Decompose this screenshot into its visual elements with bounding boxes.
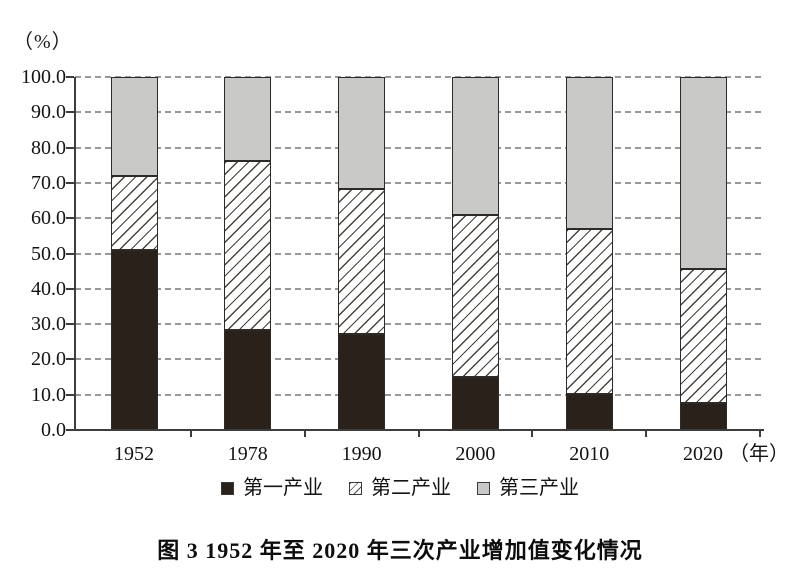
gridline-80 xyxy=(75,146,764,149)
bar-2020-secondary-segment xyxy=(679,269,727,403)
bar-1952-primary-segment xyxy=(110,249,158,430)
bar-1978-primary-segment xyxy=(224,330,272,430)
y-tick-60 xyxy=(66,217,74,220)
gridline-60 xyxy=(75,217,764,220)
x-tick-6 xyxy=(758,430,761,437)
gridline-20 xyxy=(75,358,764,361)
y-tick-label-70: 70.0 xyxy=(31,171,66,194)
bar-2010-secondary-segment xyxy=(565,229,613,395)
bar-1978-secondary-segment xyxy=(224,161,272,331)
y-tick-label-40: 40.0 xyxy=(31,277,66,300)
bar-2000-tertiary-segment xyxy=(451,77,499,215)
gridline-50 xyxy=(75,252,764,255)
x-tick-3 xyxy=(417,430,420,437)
y-tick-50 xyxy=(66,252,74,255)
x-tick-label-2000: 2000 xyxy=(455,443,496,465)
bar-1990-secondary-segment xyxy=(338,188,386,335)
gridline-70 xyxy=(75,181,764,184)
y-tick-20 xyxy=(66,358,74,361)
bar-2000-primary-segment xyxy=(451,376,499,430)
x-tick-label-1990: 1990 xyxy=(341,443,382,465)
legend-swatch-primary-industry xyxy=(221,481,234,495)
x-tick-4 xyxy=(531,430,534,437)
legend-label-secondary-industry: 第二产业 xyxy=(371,477,451,499)
y-tick-30 xyxy=(66,323,74,326)
y-tick-label-0: 0.0 xyxy=(41,419,66,441)
y-tick-80 xyxy=(66,146,74,149)
x-tick-label-1978: 1978 xyxy=(227,443,268,465)
y-tick-label-60: 60.0 xyxy=(31,207,66,230)
y-tick-label-50: 50.0 xyxy=(31,242,66,265)
legend-label-tertiary-industry: 第三产业 xyxy=(499,477,579,499)
x-tick-5 xyxy=(645,430,648,437)
bar-2010-tertiary-segment xyxy=(565,77,613,230)
bar-1978-tertiary-segment xyxy=(224,77,272,162)
x-tick-label-2010: 2010 xyxy=(569,443,610,465)
bar-2010-primary-segment xyxy=(565,394,613,430)
y-axis-unit-label: （%） xyxy=(13,31,73,53)
legend: 第一产业 第二产业 第三产业 xyxy=(0,476,800,500)
bar-1990-primary-segment xyxy=(338,334,386,430)
y-tick-40 xyxy=(66,287,74,290)
gridline-90 xyxy=(75,111,764,114)
gridline-100 xyxy=(75,76,764,78)
legend-label-primary-industry: 第一产业 xyxy=(243,477,323,499)
y-tick-90 xyxy=(66,111,74,114)
bar-2020-tertiary-segment xyxy=(679,77,727,270)
gridline-30 xyxy=(75,323,764,326)
bar-1952-tertiary-segment xyxy=(110,77,158,177)
y-axis-line xyxy=(74,77,76,430)
y-tick-70 xyxy=(66,181,74,184)
gridline-40 xyxy=(75,287,764,290)
y-tick-10 xyxy=(66,393,74,396)
bar-1990-tertiary-segment xyxy=(338,77,386,189)
legend-item-tertiary-industry: 第三产业 xyxy=(477,476,579,500)
x-axis-unit-label: （年） xyxy=(729,443,789,465)
y-tick-0 xyxy=(66,429,74,431)
x-tick-label-2020: 2020 xyxy=(683,443,723,465)
legend-item-primary-industry: 第一产业 xyxy=(221,476,323,500)
x-tick-1 xyxy=(189,430,192,437)
y-tick-label-90: 90.0 xyxy=(31,101,66,124)
bar-2000-secondary-segment xyxy=(451,214,499,377)
legend-swatch-tertiary-industry xyxy=(477,481,490,495)
legend-item-secondary-industry: 第二产业 xyxy=(349,476,451,500)
x-tick-2 xyxy=(303,430,306,437)
y-tick-label-10: 10.0 xyxy=(31,383,66,406)
bar-2020-primary-segment xyxy=(679,402,727,430)
y-tick-label-20: 20.0 xyxy=(31,348,66,371)
legend-swatch-secondary-industry xyxy=(349,481,362,495)
figure-caption: 图 3 1952 年至 2020 年三次产业增加值变化情况 xyxy=(157,538,643,563)
gridline-10 xyxy=(75,393,764,396)
x-tick-label-1952: 1952 xyxy=(114,443,154,465)
y-tick-label-80: 80.0 xyxy=(31,136,66,159)
bar-1952-secondary-segment xyxy=(110,176,158,250)
y-tick-100 xyxy=(66,76,74,78)
y-tick-label-100: 100.0 xyxy=(21,66,66,88)
y-tick-label-30: 30.0 xyxy=(31,313,66,336)
